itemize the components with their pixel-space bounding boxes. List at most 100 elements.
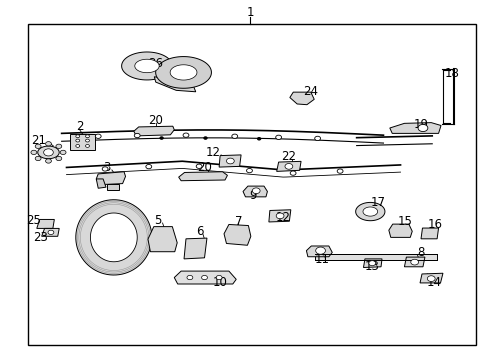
Text: 4: 4 <box>113 217 120 230</box>
Circle shape <box>203 137 206 139</box>
Polygon shape <box>362 207 377 216</box>
Polygon shape <box>419 273 442 283</box>
Circle shape <box>60 150 66 154</box>
Circle shape <box>56 144 61 148</box>
Polygon shape <box>219 155 241 167</box>
Bar <box>27 24 475 345</box>
Text: 23: 23 <box>33 231 48 244</box>
Circle shape <box>160 137 163 139</box>
Circle shape <box>76 135 80 138</box>
Circle shape <box>257 138 260 140</box>
Polygon shape <box>107 184 119 190</box>
Text: 2: 2 <box>76 121 83 134</box>
Circle shape <box>427 276 434 282</box>
Polygon shape <box>148 226 177 252</box>
Text: 5: 5 <box>154 214 161 227</box>
Text: 22: 22 <box>280 150 295 163</box>
Polygon shape <box>135 59 159 73</box>
Polygon shape <box>134 126 174 136</box>
Text: 8: 8 <box>416 246 424 259</box>
Polygon shape <box>154 77 195 92</box>
Polygon shape <box>306 246 331 257</box>
Circle shape <box>183 133 188 137</box>
Circle shape <box>315 247 325 254</box>
Polygon shape <box>174 271 236 284</box>
Polygon shape <box>224 225 250 245</box>
Polygon shape <box>96 179 106 188</box>
Circle shape <box>76 139 80 142</box>
Polygon shape <box>155 57 211 88</box>
Text: 24: 24 <box>302 85 317 98</box>
Text: 15: 15 <box>397 215 412 228</box>
Circle shape <box>226 158 234 164</box>
Text: 9: 9 <box>249 189 257 202</box>
Text: 12: 12 <box>275 211 290 224</box>
Text: 18: 18 <box>444 67 458 80</box>
Circle shape <box>410 259 418 265</box>
Polygon shape <box>276 161 301 171</box>
Circle shape <box>337 169 343 173</box>
Circle shape <box>56 156 61 161</box>
Text: 26: 26 <box>148 57 163 70</box>
Text: 1: 1 <box>246 6 254 19</box>
Circle shape <box>417 125 427 132</box>
Polygon shape <box>38 146 59 159</box>
Circle shape <box>285 163 292 169</box>
Circle shape <box>275 135 281 139</box>
Text: 3: 3 <box>103 161 110 174</box>
Circle shape <box>252 188 260 194</box>
Polygon shape <box>37 220 54 228</box>
Text: 20: 20 <box>197 161 211 174</box>
Circle shape <box>276 213 284 219</box>
Circle shape <box>43 149 53 156</box>
Polygon shape <box>183 238 206 259</box>
Circle shape <box>85 144 89 147</box>
Text: 12: 12 <box>205 145 221 158</box>
Circle shape <box>31 150 37 154</box>
Circle shape <box>102 167 108 171</box>
Polygon shape <box>76 200 152 275</box>
Circle shape <box>48 230 54 234</box>
Text: 21: 21 <box>31 134 46 147</box>
Circle shape <box>314 136 320 140</box>
Circle shape <box>216 275 222 280</box>
Circle shape <box>85 135 89 138</box>
Polygon shape <box>90 213 137 262</box>
Circle shape <box>35 156 41 161</box>
Text: 13: 13 <box>364 260 379 273</box>
Circle shape <box>289 171 295 175</box>
Text: 17: 17 <box>370 196 386 209</box>
Polygon shape <box>355 202 384 221</box>
Text: 6: 6 <box>196 225 203 238</box>
Polygon shape <box>268 210 290 222</box>
Polygon shape <box>389 123 440 134</box>
Polygon shape <box>96 172 125 185</box>
Text: 19: 19 <box>413 118 427 131</box>
Circle shape <box>35 144 41 148</box>
Polygon shape <box>315 253 436 260</box>
Circle shape <box>85 139 89 142</box>
Circle shape <box>201 275 207 280</box>
Circle shape <box>95 134 101 138</box>
Circle shape <box>45 141 51 146</box>
Text: 25: 25 <box>26 214 41 227</box>
Polygon shape <box>243 186 267 197</box>
Text: 11: 11 <box>314 253 329 266</box>
Text: 14: 14 <box>426 276 440 289</box>
Polygon shape <box>70 134 95 149</box>
Circle shape <box>45 159 51 163</box>
Polygon shape <box>420 228 438 239</box>
Circle shape <box>76 144 80 147</box>
Polygon shape <box>170 65 197 80</box>
Circle shape <box>145 165 151 169</box>
Circle shape <box>134 134 140 138</box>
Circle shape <box>246 168 252 173</box>
Text: 7: 7 <box>234 215 242 228</box>
Polygon shape <box>178 172 227 181</box>
Circle shape <box>231 134 237 138</box>
Polygon shape <box>122 52 172 80</box>
Circle shape <box>368 261 375 266</box>
Circle shape <box>196 164 202 168</box>
Text: 20: 20 <box>148 114 163 127</box>
Polygon shape <box>404 257 424 267</box>
